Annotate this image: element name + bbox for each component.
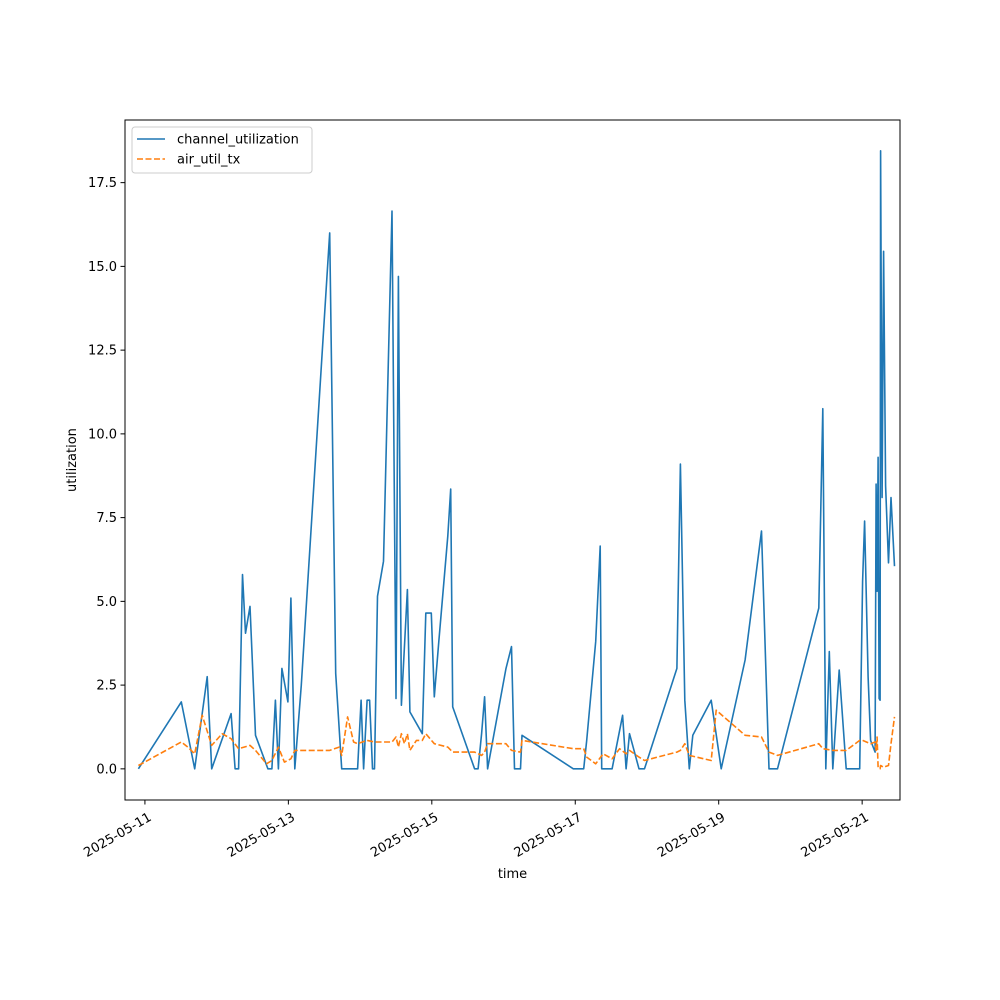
legend-label-air-util-tx: air_util_tx — [177, 153, 241, 168]
series-line-air-util-tx — [138, 709, 896, 770]
legend-box — [131, 126, 313, 174]
legend: channel_utilization air_util_tx — [131, 126, 313, 174]
y-axis: 0.0 2.5 5.0 7.5 10.0 12.5 15.0 17.5 — [88, 176, 125, 777]
y-tick-label: 7.5 — [96, 511, 117, 526]
y-tick-label: 2.5 — [96, 679, 117, 694]
y-tick-label: 15.0 — [88, 260, 117, 275]
y-tick-label: 17.5 — [88, 176, 117, 191]
legend-label-channel-utilization: channel_utilization — [177, 133, 299, 148]
y-tick-label: 12.5 — [88, 344, 117, 359]
series-line-channel-utilization — [137, 150, 896, 770]
y-axis-title: utilization — [65, 428, 80, 492]
x-axis-title: time — [498, 867, 527, 882]
y-tick-label: 5.0 — [96, 595, 117, 610]
plot-frame — [124, 119, 901, 801]
series-layer — [137, 150, 896, 770]
y-tick-label: 10.0 — [88, 427, 117, 442]
y-tick-label: 0.0 — [96, 762, 117, 777]
